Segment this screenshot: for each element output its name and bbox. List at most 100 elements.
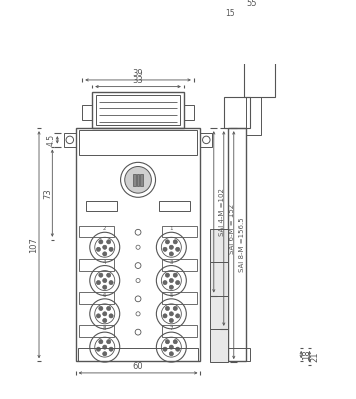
Circle shape: [173, 306, 177, 310]
Circle shape: [165, 273, 169, 277]
Bar: [79, 292, 114, 304]
Circle shape: [169, 245, 173, 249]
Bar: [162, 292, 197, 304]
Text: 21: 21: [310, 352, 319, 362]
Text: 73: 73: [43, 188, 52, 199]
Circle shape: [169, 345, 173, 349]
Text: 6: 6: [103, 293, 106, 298]
Text: SAI 8-M =156.5: SAI 8-M =156.5: [239, 218, 245, 273]
Text: 107: 107: [30, 237, 38, 253]
Bar: [137, 174, 139, 186]
Text: 60: 60: [133, 362, 143, 371]
Circle shape: [103, 245, 107, 249]
Text: 18: 18: [302, 349, 311, 360]
Circle shape: [109, 247, 113, 251]
Circle shape: [103, 279, 107, 282]
Bar: [79, 130, 197, 155]
Circle shape: [106, 240, 111, 244]
Bar: [82, 105, 92, 120]
Circle shape: [103, 352, 107, 356]
Circle shape: [165, 340, 169, 344]
Circle shape: [163, 247, 167, 251]
Bar: [200, 133, 212, 146]
Circle shape: [169, 352, 173, 356]
Text: 15: 15: [226, 9, 235, 18]
Bar: [228, 128, 246, 361]
Text: 8: 8: [103, 326, 106, 331]
Circle shape: [99, 306, 103, 310]
Circle shape: [99, 273, 103, 277]
Text: 39: 39: [133, 69, 143, 78]
Bar: [210, 262, 228, 296]
Bar: [79, 326, 114, 337]
Text: 5: 5: [169, 293, 173, 298]
Circle shape: [109, 347, 113, 351]
Bar: [64, 133, 75, 146]
Circle shape: [173, 340, 177, 344]
Circle shape: [169, 279, 173, 282]
Circle shape: [106, 273, 111, 277]
Circle shape: [96, 347, 100, 351]
Circle shape: [103, 345, 107, 349]
Bar: [210, 296, 228, 329]
Circle shape: [169, 312, 173, 316]
Bar: [224, 97, 250, 128]
Circle shape: [125, 166, 151, 193]
Bar: [162, 225, 197, 237]
Bar: [159, 201, 190, 211]
Text: SAI 6-M = 152: SAI 6-M = 152: [229, 203, 235, 254]
Circle shape: [96, 280, 100, 284]
Circle shape: [109, 280, 113, 284]
Bar: [210, 229, 228, 262]
Bar: [244, 55, 276, 97]
Bar: [79, 259, 114, 271]
Circle shape: [169, 318, 173, 322]
Circle shape: [103, 312, 107, 316]
Text: 3: 3: [169, 260, 173, 265]
Circle shape: [169, 285, 173, 289]
Circle shape: [103, 252, 107, 256]
Circle shape: [163, 314, 167, 318]
Circle shape: [176, 247, 180, 251]
Text: 2: 2: [103, 226, 106, 231]
Bar: [224, 348, 250, 361]
Circle shape: [103, 318, 107, 322]
Bar: [246, 40, 273, 55]
Circle shape: [173, 240, 177, 244]
Text: 4.5: 4.5: [46, 134, 55, 146]
Circle shape: [165, 240, 169, 244]
Bar: [92, 92, 184, 128]
Circle shape: [176, 280, 180, 284]
Circle shape: [176, 314, 180, 318]
Bar: [184, 105, 194, 120]
Circle shape: [106, 340, 111, 344]
Bar: [134, 174, 136, 186]
Text: 4: 4: [103, 260, 106, 265]
Text: 7: 7: [169, 326, 173, 331]
Text: 1: 1: [169, 226, 173, 231]
Circle shape: [99, 340, 103, 344]
Bar: [162, 259, 197, 271]
Circle shape: [163, 347, 167, 351]
Text: 55: 55: [246, 0, 256, 8]
Circle shape: [169, 252, 173, 256]
Bar: [210, 329, 228, 362]
Bar: [78, 348, 198, 361]
Bar: [75, 128, 200, 361]
Circle shape: [176, 347, 180, 351]
Circle shape: [96, 314, 100, 318]
Circle shape: [103, 285, 107, 289]
Circle shape: [109, 314, 113, 318]
Circle shape: [165, 306, 169, 310]
Text: 33: 33: [133, 76, 143, 85]
Bar: [79, 225, 114, 237]
Circle shape: [106, 306, 111, 310]
Text: SAI 4-M =102: SAI 4-M =102: [219, 188, 225, 236]
Circle shape: [96, 247, 100, 251]
Circle shape: [173, 273, 177, 277]
Bar: [140, 174, 143, 186]
Circle shape: [163, 280, 167, 284]
Circle shape: [99, 240, 103, 244]
Bar: [96, 95, 180, 125]
Bar: [246, 97, 261, 135]
